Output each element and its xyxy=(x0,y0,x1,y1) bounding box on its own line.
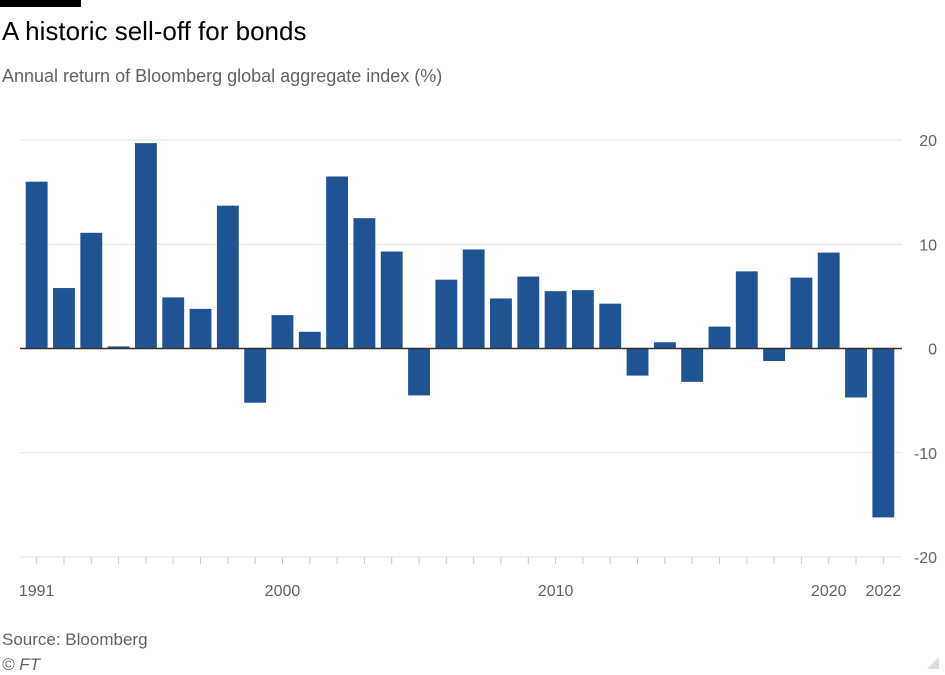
bar-2001 xyxy=(298,331,321,349)
bar-2009 xyxy=(517,276,540,349)
bar-2010 xyxy=(544,291,567,349)
bar-2006 xyxy=(435,279,458,349)
bar-1994 xyxy=(107,346,130,349)
bar-2011 xyxy=(571,290,594,349)
x-tick-label: 2000 xyxy=(265,583,301,600)
bar-2020 xyxy=(817,252,840,349)
bar-1993 xyxy=(80,232,103,349)
bar-1992 xyxy=(53,288,75,349)
y-tick-label: 10 xyxy=(919,237,937,254)
bar-2012 xyxy=(599,303,622,349)
y-tick-label: 20 xyxy=(919,133,937,150)
bar-2013 xyxy=(626,348,649,376)
bar-2005 xyxy=(408,348,430,396)
bar-2008 xyxy=(490,298,512,349)
chart-title: A historic sell-off for bonds xyxy=(2,16,307,46)
bar-1991 xyxy=(25,181,48,349)
source-note: Source: Bloomberg xyxy=(2,630,148,649)
bar-2004 xyxy=(380,251,403,349)
bar-1995 xyxy=(134,143,157,349)
x-tick-label: 2022 xyxy=(866,583,902,600)
bar-2019 xyxy=(790,277,813,349)
bar-1996 xyxy=(162,297,185,349)
chart-subtitle: Annual return of Bloomberg global aggreg… xyxy=(2,66,443,86)
bar-1998 xyxy=(216,205,239,349)
bar-2014 xyxy=(653,342,676,349)
ft-brand-bar xyxy=(0,0,81,7)
bar-2002 xyxy=(326,176,349,349)
bar-1999 xyxy=(244,348,267,403)
bar-2021 xyxy=(845,348,867,398)
copyright-note: © FT xyxy=(2,655,41,674)
x-tick-label: 2010 xyxy=(538,583,574,600)
bar-2003 xyxy=(353,218,376,349)
y-tick-label: -10 xyxy=(914,446,937,463)
bar-2018 xyxy=(763,348,786,362)
bar-2007 xyxy=(462,249,485,349)
x-tick-label: 2020 xyxy=(811,583,847,600)
resize-handle-icon xyxy=(927,657,939,669)
bar-2017 xyxy=(735,271,758,349)
bar-2015 xyxy=(681,348,704,382)
y-tick-label: 0 xyxy=(928,342,937,359)
bar-2016 xyxy=(708,326,731,349)
y-tick-label: -20 xyxy=(914,550,937,567)
x-tick-label: 1991 xyxy=(19,583,55,600)
bar-2000 xyxy=(271,315,294,349)
bar-2022 xyxy=(872,348,895,518)
bar-1997 xyxy=(189,308,212,349)
